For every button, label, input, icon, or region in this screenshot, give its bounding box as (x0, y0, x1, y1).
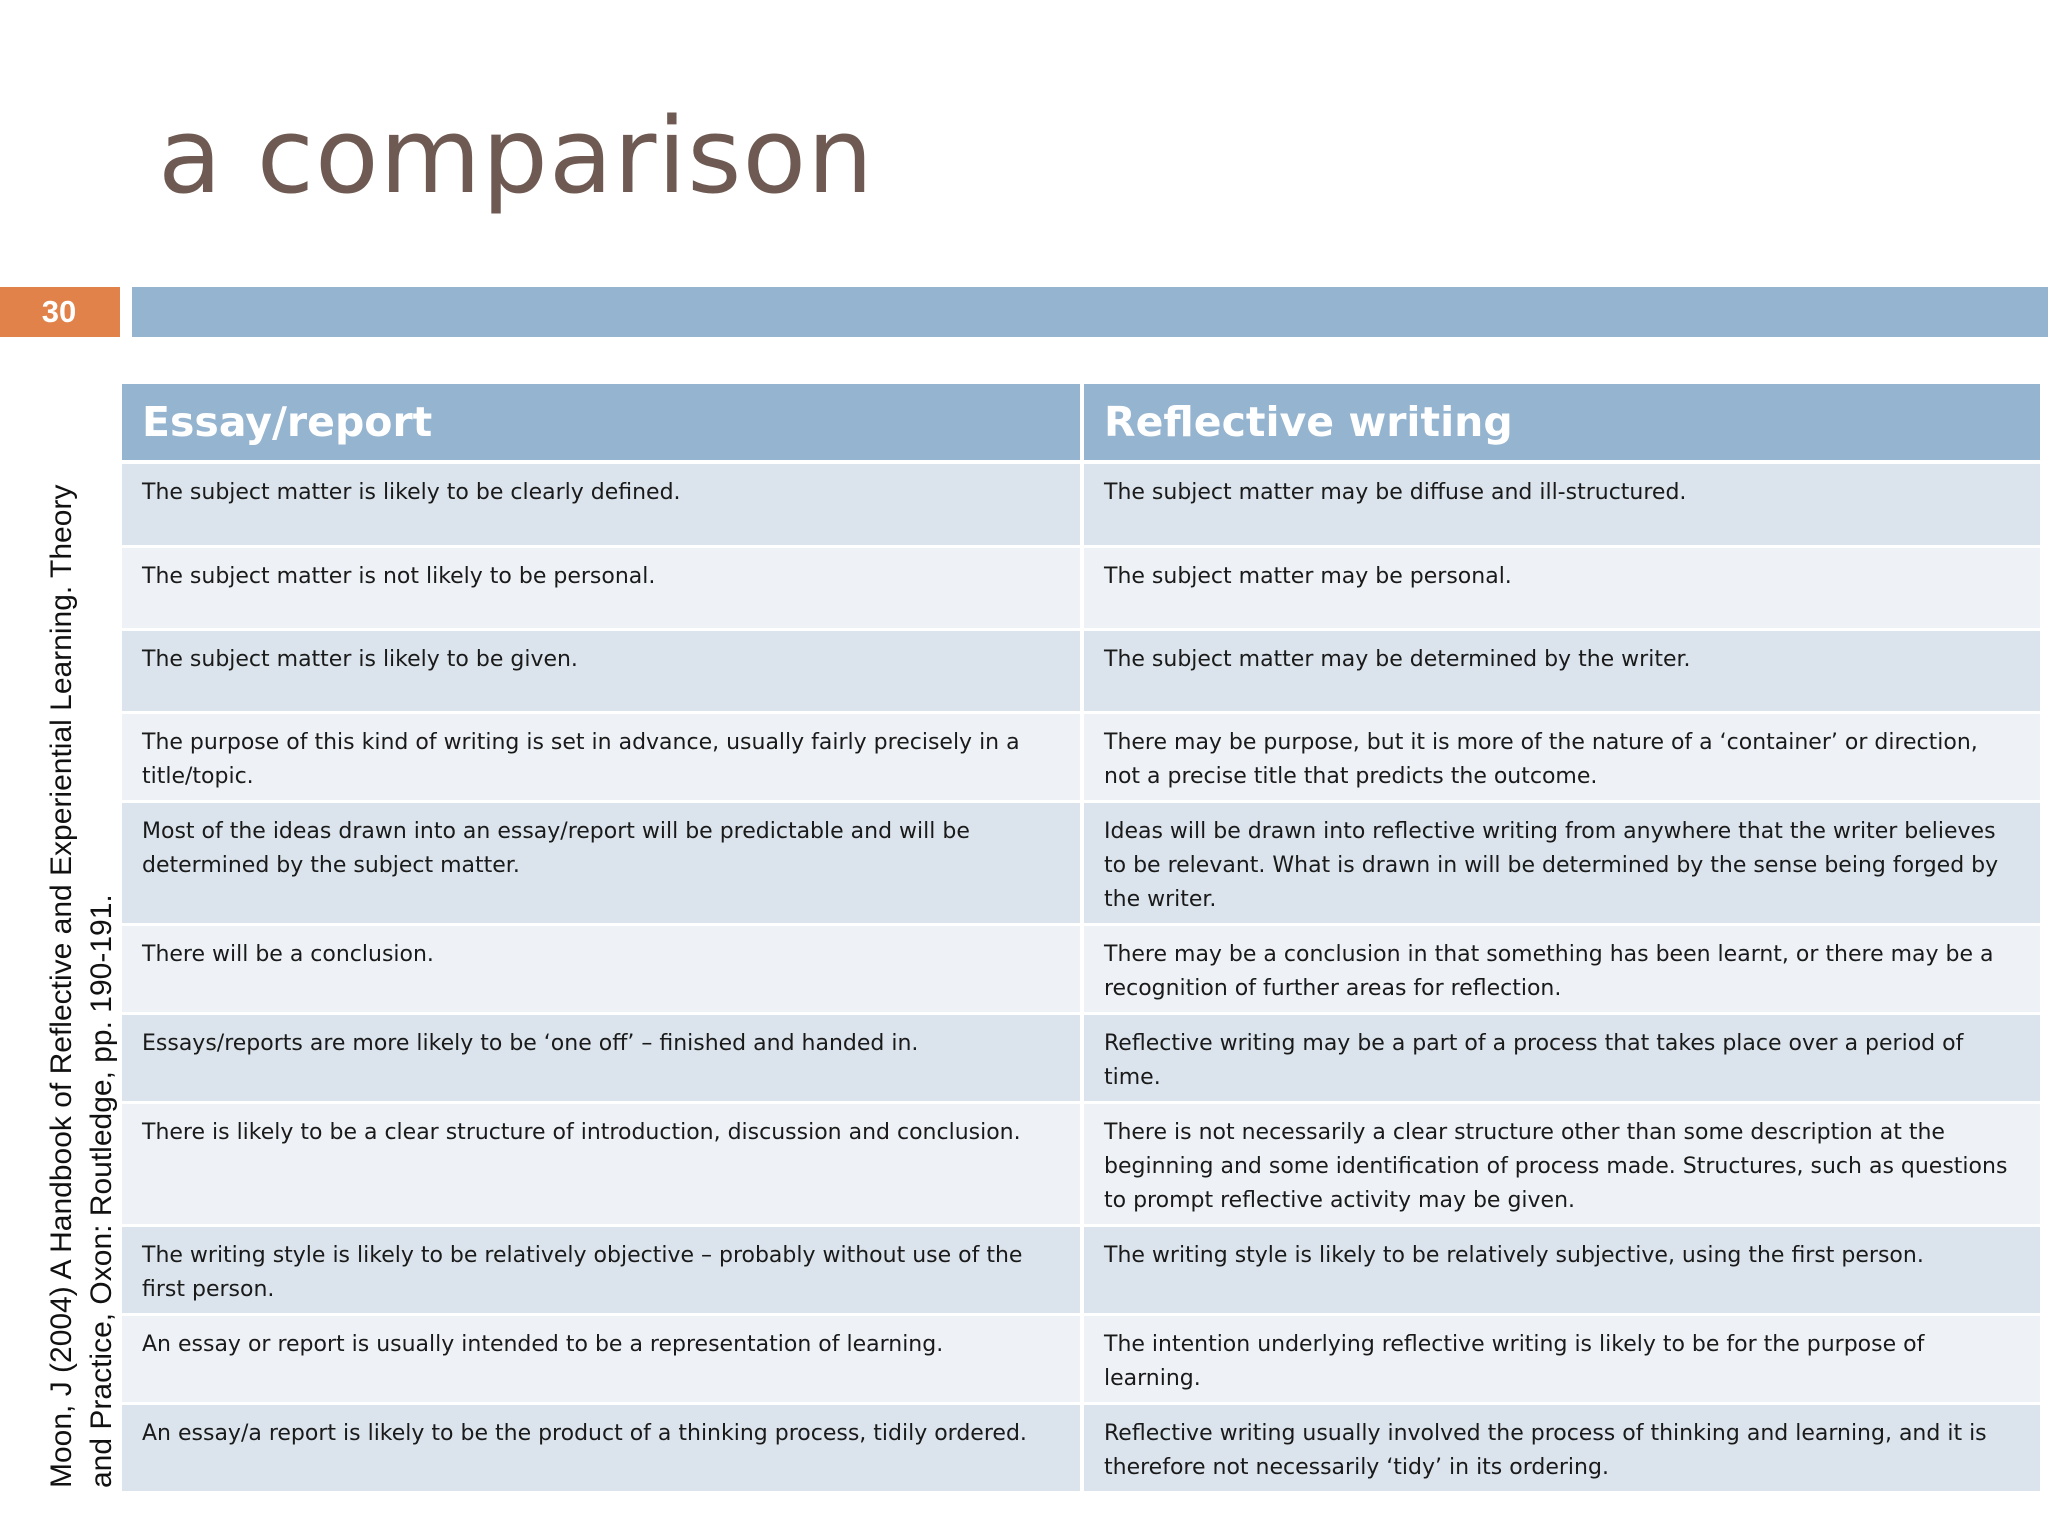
table-cell-reflective: There may be purpose, but it is more of … (1082, 712, 2040, 803)
column-header-reflective-writing: Reflective writing (1082, 384, 2040, 464)
comparison-table: Essay/report Reflective writing The subj… (122, 384, 2040, 1494)
citation-text: Moon, J (2004) A Handbook of Reflective … (45, 484, 118, 1488)
table-cell-essay: The writing style is likely to be relati… (122, 1225, 1084, 1316)
table-row: The subject matter is likely to be given… (122, 629, 2040, 714)
table-cell-essay: The purpose of this kind of writing is s… (122, 712, 1084, 803)
table-row: The subject matter is not likely to be p… (122, 546, 2040, 631)
table-cell-reflective: The intention underlying reflective writ… (1082, 1314, 2040, 1405)
table-row: Most of the ideas drawn into an essay/re… (122, 801, 2040, 926)
table-row: There is likely to be a clear structure … (122, 1102, 2040, 1227)
slide-number: 30 (0, 287, 120, 337)
table-cell-reflective: Reflective writing may be a part of a pr… (1082, 1013, 2040, 1104)
table-cell-reflective: There may be a conclusion in that someth… (1082, 924, 2040, 1015)
table-header-row: Essay/report Reflective writing (122, 384, 2040, 464)
table-cell-reflective: Ideas will be drawn into reflective writ… (1082, 801, 2040, 926)
table-cell-reflective: There is not necessarily a clear structu… (1082, 1102, 2040, 1227)
table-row: Essays/reports are more likely to be ‘on… (122, 1013, 2040, 1104)
table-cell-reflective: The subject matter may be determined by … (1082, 629, 2040, 714)
table-cell-essay: There is likely to be a clear structure … (122, 1102, 1084, 1227)
table-cell-reflective: The writing style is likely to be relati… (1082, 1225, 2040, 1316)
header-accent-bar (132, 287, 2048, 337)
table-row: An essay/a report is likely to be the pr… (122, 1403, 2040, 1494)
table-cell-essay: Essays/reports are more likely to be ‘on… (122, 1013, 1084, 1104)
table-row: There will be a conclusion. There may be… (122, 924, 2040, 1015)
table-cell-reflective: The subject matter may be personal. (1082, 546, 2040, 631)
slide-title: a comparison (158, 95, 875, 217)
table-cell-essay: An essay/a report is likely to be the pr… (122, 1403, 1084, 1494)
table-cell-essay: There will be a conclusion. (122, 924, 1084, 1015)
column-header-essay-report: Essay/report (122, 384, 1084, 464)
table-cell-essay: The subject matter is likely to be given… (122, 629, 1084, 714)
table-row: The writing style is likely to be relati… (122, 1225, 2040, 1316)
table-row: An essay or report is usually intended t… (122, 1314, 2040, 1405)
table-cell-essay: Most of the ideas drawn into an essay/re… (122, 801, 1084, 926)
table-cell-reflective: Reflective writing usually involved the … (1082, 1403, 2040, 1494)
table-cell-essay: The subject matter is not likely to be p… (122, 546, 1084, 631)
table-cell-reflective: The subject matter may be diffuse and il… (1082, 462, 2040, 548)
table-row: The purpose of this kind of writing is s… (122, 712, 2040, 803)
table-row: The subject matter is likely to be clear… (122, 462, 2040, 548)
table-cell-essay: An essay or report is usually intended t… (122, 1314, 1084, 1405)
table-cell-essay: The subject matter is likely to be clear… (122, 462, 1084, 548)
